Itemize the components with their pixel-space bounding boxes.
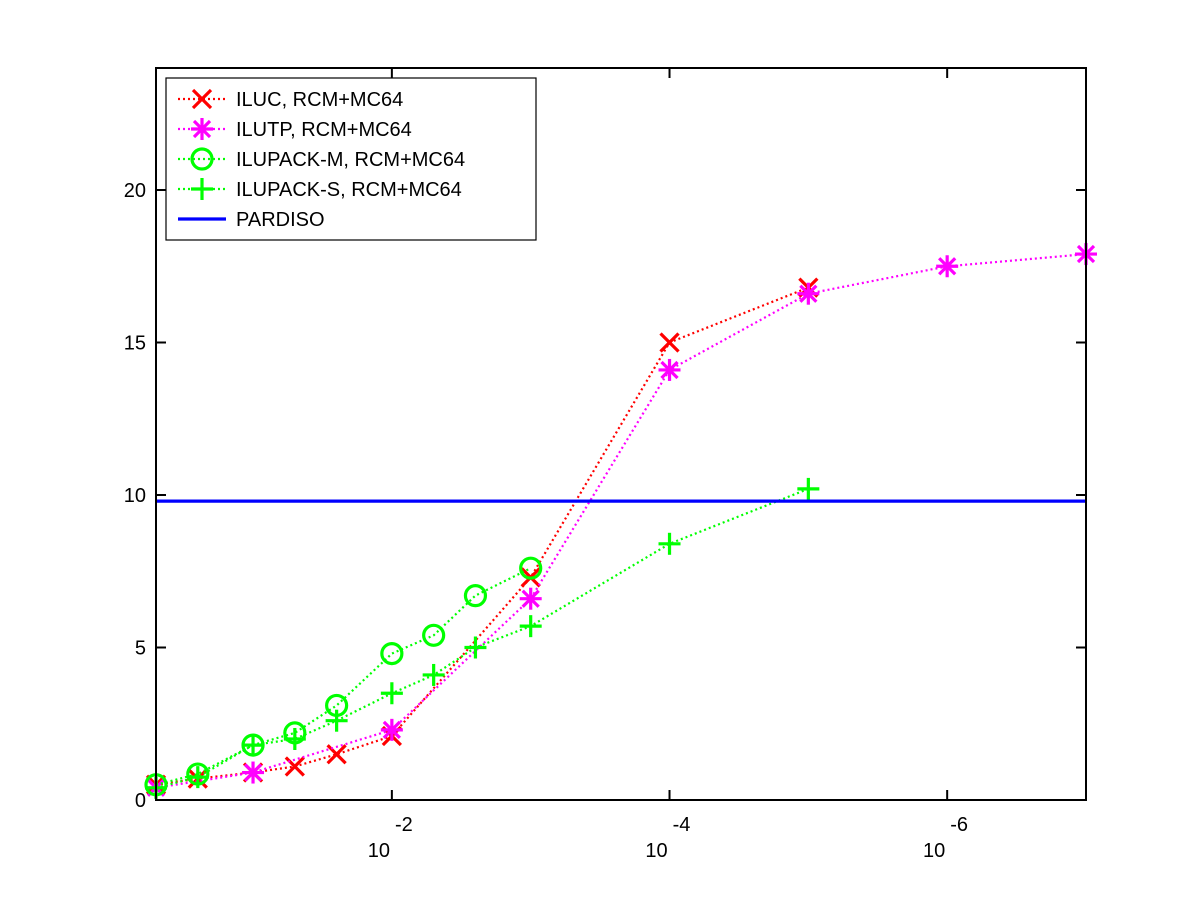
series-iluc-rcm-mc64-point-4 (326, 744, 347, 765)
x-tick-label-exp--2: -2 (395, 814, 413, 836)
series-ilutp-rcm-mc64-point-3 (519, 587, 542, 610)
y-tick-label-15: 15 (124, 333, 146, 355)
x-tick-label-base--2: 10 (368, 840, 390, 862)
series-ilupack-s-rcm-mc64-point-4 (325, 709, 348, 732)
y-tick-label-20: 20 (124, 180, 146, 202)
series-ilupack-s-rcm-mc64-point-2 (242, 734, 265, 757)
series-ilupack-s-rcm-mc64-point-8 (519, 615, 542, 638)
legend-item-iluc-rcm-mc64: ILUC, RCM+MC64 (178, 88, 403, 111)
series-ilupack-s-rcm-mc64-point-5 (380, 682, 403, 705)
series-ilupack-m-rcm-mc64-point-8 (519, 556, 543, 580)
legend-item-iluc-rcm-mc64-swatch-marker (191, 88, 213, 110)
series-iluc-rcm-mc64-point-4-stroke-b (326, 744, 347, 765)
series-ilutp-rcm-mc64-point-5-stroke-d2 (799, 284, 818, 303)
legend-item-ilutp-rcm-mc64-swatch-marker-stroke-d2 (192, 119, 212, 139)
legend-item-ilupack-m-rcm-mc64: ILUPACK-M, RCM+MC64 (178, 147, 465, 171)
series-ilutp-rcm-mc64-point-6-stroke-d2 (938, 257, 957, 276)
legend-item-iluc-rcm-mc64-swatch-marker-stroke-b (191, 88, 213, 110)
series-iluc-rcm-mc64-point-7-stroke-b (659, 332, 680, 353)
series-ilupack-s-rcm-mc64-point-6 (422, 663, 445, 686)
series-ilutp-rcm-mc64-point-5 (797, 282, 820, 305)
series-ilupack-m-rcm-mc64-point-6-ring (422, 623, 446, 647)
series-ilupack-m-rcm-mc64-point-7-ring (463, 584, 488, 608)
series-ilutp-rcm-mc64-point-4-stroke-d2 (660, 360, 679, 380)
y-tick-label-5: 5 (135, 638, 146, 660)
series-ilupack-s-rcm-mc64-point-10 (797, 477, 820, 500)
series-iluc-rcm-mc64-line (155, 286, 809, 786)
x-tick-label-exp--6: -6 (950, 814, 968, 836)
x-tick-label-exp--4: -4 (673, 814, 691, 836)
legend-item-ilupack-m-rcm-mc64-label: ILUPACK-M, RCM+MC64 (236, 149, 465, 171)
series-ilupack-s-rcm-mc64-point-1 (186, 766, 209, 789)
series-ilupack-m-rcm-mc64-point-8-ring (519, 556, 543, 580)
legend: ILUC, RCM+MC64 ILUTP, RCM+MC64 ILUPACK-M, … (165, 77, 537, 241)
series-ilupack-m-rcm-mc64-point-5 (380, 641, 404, 666)
series-ilutp-rcm-mc64-point-1 (242, 761, 265, 784)
legend-item-ilupack-s-rcm-mc64-label: ILUPACK-S, RCM+MC64 (236, 179, 462, 201)
y-tick-label-10: 10 (124, 485, 146, 507)
series-ilupack-m-rcm-mc64-point-5-ring (380, 641, 404, 666)
series-ilutp-rcm-mc64-point-2 (380, 718, 403, 741)
series-ilutp-rcm-mc64-point-3-stroke-d2 (521, 589, 540, 608)
series-iluc-rcm-mc64-point-3-stroke-b (284, 756, 305, 777)
series-ilutp-rcm-mc64-point-2-stroke-d2 (382, 720, 401, 739)
legend-item-ilupack-s-rcm-mc64: ILUPACK-S, RCM+MC64 (178, 178, 462, 201)
legend-item-pardiso: PARDISO (178, 209, 325, 231)
series-ilupack-s-rcm-mc64-point-3 (283, 728, 306, 750)
y-tick-label-0: 0 (135, 790, 146, 812)
series-ilutp-rcm-mc64-point-1-stroke-d2 (243, 763, 263, 782)
x-tick-label-base--4: 10 (645, 840, 667, 862)
series-ilupack-m-rcm-mc64-point-6 (422, 623, 446, 647)
axes-frame (155, 67, 1087, 801)
series-ilupack-s-rcm-mc64-point-7 (464, 636, 487, 659)
series-ilupack-s-rcm-mc64-point-9 (658, 532, 681, 555)
legend-item-ilutp-rcm-mc64-label: ILUTP, RCM+MC64 (236, 119, 412, 141)
series-layer (144, 243, 1097, 799)
legend-item-ilutp-rcm-mc64-swatch-marker (191, 118, 213, 140)
legend-item-ilupack-m-rcm-mc64-swatch-marker (190, 147, 214, 171)
x-tick-label-base--6: 10 (923, 840, 945, 862)
legend-item-ilutp-rcm-mc64: ILUTP, RCM+MC64 (178, 118, 412, 141)
series-ilupack-s-rcm-mc64 (145, 477, 820, 799)
legend-item-ilupack-m-rcm-mc64-swatch-marker-ring (190, 147, 214, 171)
series-ilupack-m-rcm-mc64-point-7 (463, 584, 488, 608)
legend-box (165, 77, 537, 241)
legend-item-ilupack-s-rcm-mc64-swatch-marker (191, 178, 213, 200)
series-ilutp-rcm-mc64-point-6 (936, 255, 959, 278)
legend-item-iluc-rcm-mc64-label: ILUC, RCM+MC64 (236, 89, 403, 111)
series-iluc-rcm-mc64-point-7 (659, 332, 680, 353)
legend-item-pardiso-label: PARDISO (236, 209, 325, 231)
series-ilutp-rcm-mc64-point-4 (658, 358, 681, 381)
